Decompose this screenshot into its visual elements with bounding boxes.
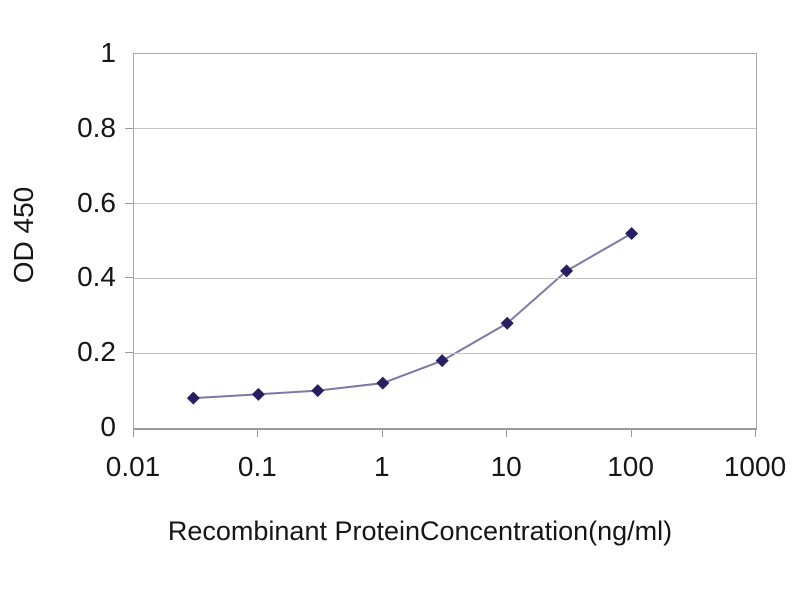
y-tick-label-0.6: 0.6 (77, 186, 116, 218)
y-tick-label-0: 0 (100, 411, 116, 442)
gridline-y-0.4 (134, 277, 756, 279)
y-tick-mark (125, 277, 133, 279)
y-tick-mark (125, 352, 133, 354)
x-tick-mark (133, 429, 134, 437)
data-point-marker (435, 354, 449, 368)
y-tick-label-0.8: 0.8 (77, 111, 116, 143)
y-tick-label-0.2: 0.2 (77, 336, 116, 368)
x-axis-title: Recombinant ProteinConcentration(ng/ml) (167, 516, 673, 546)
gridline-y-0.8 (134, 128, 756, 130)
x-tick-mark (381, 429, 383, 437)
data-point-marker (251, 387, 265, 401)
gridline-y-0.6 (134, 203, 756, 205)
data-point-marker (186, 391, 200, 405)
x-tick-mark (257, 429, 259, 437)
data-point-marker (500, 316, 514, 330)
data-point-marker (560, 264, 574, 278)
x-tick-mark (630, 429, 632, 437)
data-point-marker (625, 227, 639, 241)
x-tick-label-0.1: 0.1 (237, 451, 277, 482)
x-tick-label-1000: 1000 (723, 451, 787, 482)
x-tick-mark (506, 429, 508, 437)
y-tick-mark (125, 127, 133, 129)
data-series (186, 227, 639, 405)
y-tick-mark (125, 202, 133, 204)
series-line (193, 232, 633, 400)
x-tick-label-10: 10 (490, 451, 522, 482)
x-tick-label-0.01: 0.01 (105, 451, 161, 482)
y-tick-label-1: 1 (100, 37, 116, 68)
data-point-marker (311, 384, 325, 398)
gridline-y-0.2 (134, 352, 756, 354)
x-tick-label-100: 100 (607, 451, 654, 482)
y-tick-label-0.4: 0.4 (77, 261, 116, 293)
x-tick-label-1: 1 (374, 451, 390, 482)
data-point-marker (376, 376, 390, 390)
x-tick-mark (755, 429, 756, 437)
plot-area (133, 53, 757, 430)
